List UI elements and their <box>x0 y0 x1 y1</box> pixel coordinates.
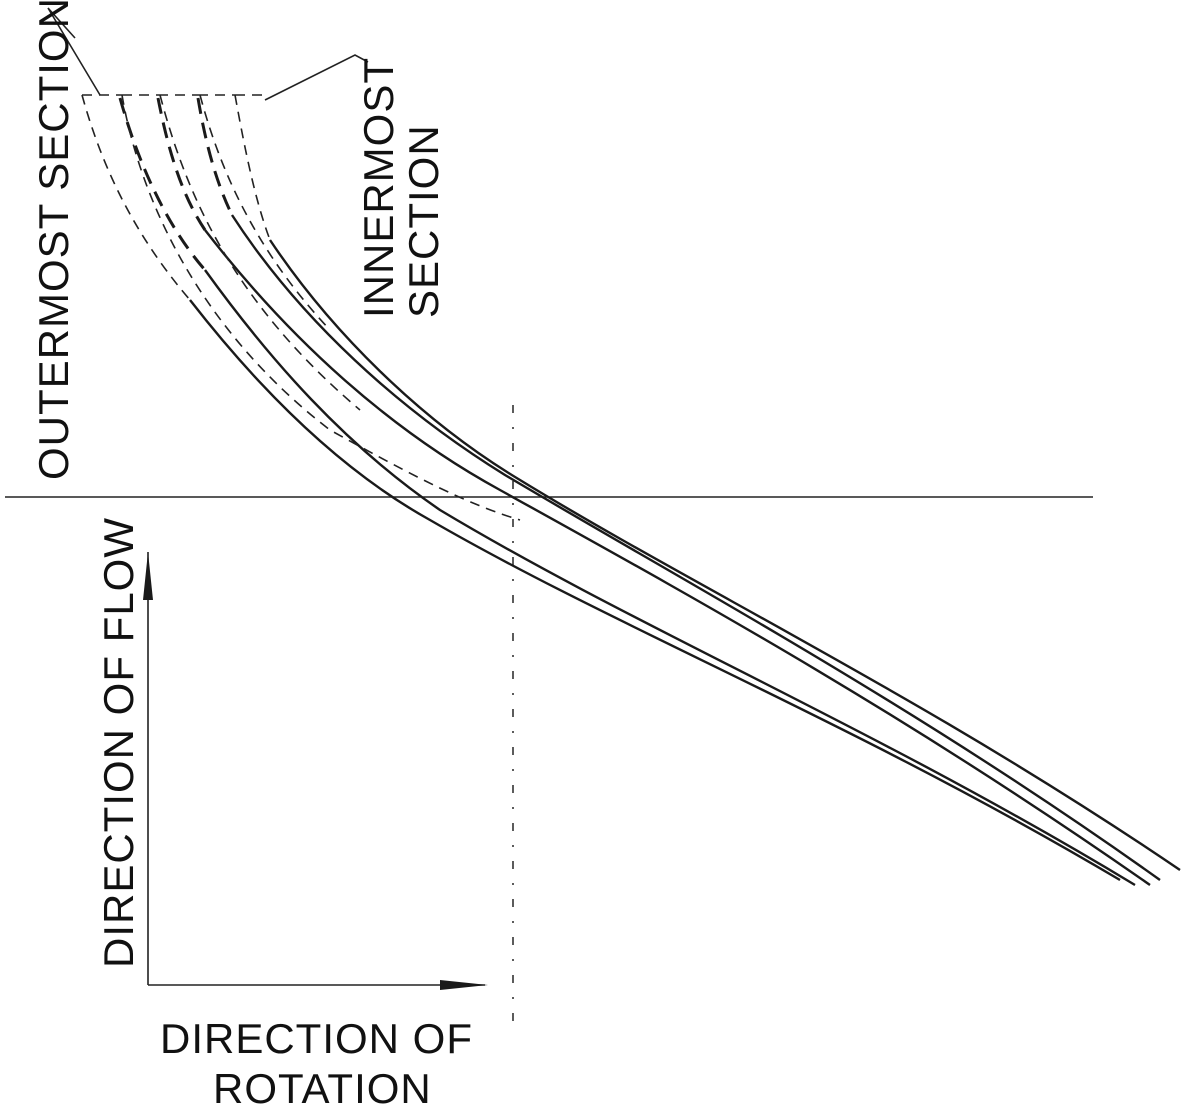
innermost-leader-line <box>264 54 369 101</box>
rotation-arrow-icon <box>440 980 488 990</box>
direction-of-rotation-label-line1: DIRECTION OF <box>160 1015 473 1062</box>
blade-section-outermost <box>81 94 1121 882</box>
direction-of-flow-label: DIRECTION OF FLOW <box>95 517 142 968</box>
blade-sections <box>81 94 1181 887</box>
flow-arrow-icon <box>143 552 153 600</box>
outermost-leader-line <box>47 7 101 96</box>
innermost-section-label-line1: INNERMOST <box>355 57 402 318</box>
innermost-section-label-line2: SECTION <box>400 124 447 318</box>
blade-section-innermost <box>234 94 1181 871</box>
blade-section-4 <box>196 94 1161 881</box>
blade-section-3 <box>156 94 1151 886</box>
blade-section-2 <box>118 94 1136 887</box>
outermost-section-label: OUTERMOST SECTION <box>30 0 77 480</box>
direction-of-rotation-label-line2: ROTATION <box>213 1065 432 1111</box>
direction-axes <box>143 552 488 990</box>
